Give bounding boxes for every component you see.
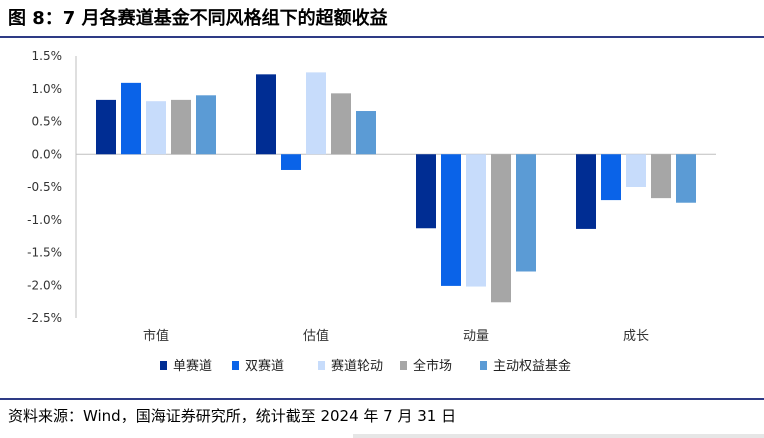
- bar: [171, 99, 191, 155]
- legend-swatch: [160, 361, 167, 370]
- bar: [256, 74, 276, 155]
- y-tick-label: 1.0%: [32, 82, 63, 96]
- legend-swatch: [480, 361, 487, 370]
- y-axis: 1.5% 1.0% 0.5% 0.0% -0.5% -1.0% -1.5% -2.0% -2.5…: [27, 49, 716, 325]
- x-category-label: 动量: [463, 329, 489, 344]
- source-note: 资料来源：Wind，国海证券研究所，统计截至 2024 年 7 月 31 日: [8, 407, 457, 425]
- y-tick-label: -2.0%: [27, 278, 62, 292]
- category-labels: 市值 估值 动量 成长: [143, 328, 649, 344]
- top-rule: [0, 36, 764, 38]
- legend: 单赛道 双赛道 赛道轮动 全市场 主动权益基金: [160, 358, 571, 374]
- bar: [281, 154, 301, 170]
- legend-swatch: [232, 361, 239, 370]
- y-tick-label: -2.5%: [27, 311, 62, 325]
- bar: [196, 95, 216, 155]
- bar: [356, 111, 376, 155]
- y-tick-label: -1.5%: [27, 246, 62, 260]
- legend-swatch: [400, 361, 407, 370]
- y-tick-label: -0.5%: [27, 180, 62, 194]
- bar: [626, 154, 646, 187]
- figure-title: 图 8：7 月各赛道基金不同风格组下的超额收益: [8, 8, 388, 29]
- x-category-label: 成长: [623, 329, 649, 344]
- bar: [121, 82, 141, 155]
- y-tick-label: 1.5%: [32, 49, 63, 63]
- x-category-label: 市值: [143, 328, 169, 344]
- bar: [441, 154, 461, 286]
- bars: [96, 72, 696, 303]
- bar: [331, 93, 351, 155]
- legend-label: 单赛道: [173, 358, 212, 374]
- bar: [491, 154, 511, 303]
- footer-shade: [353, 434, 764, 438]
- legend-label: 全市场: [413, 358, 452, 374]
- bar: [516, 154, 536, 272]
- bar: [576, 154, 596, 229]
- y-tick-label: 0.0%: [32, 147, 63, 161]
- bar: [306, 72, 326, 155]
- bar: [601, 154, 621, 201]
- y-tick-label: -1.0%: [27, 213, 62, 227]
- bar: [676, 154, 696, 203]
- y-tick-label: 0.5%: [32, 115, 63, 129]
- legend-label: 赛道轮动: [331, 358, 383, 374]
- legend-swatch: [318, 361, 325, 370]
- x-category-label: 估值: [303, 328, 329, 344]
- bar: [416, 154, 436, 229]
- bar-chart: 1.5% 1.0% 0.5% 0.0% -0.5% -1.0% -1.5% -2.0% -2.5…: [27, 49, 716, 374]
- bar: [466, 154, 486, 287]
- bar: [146, 101, 166, 155]
- bottom-rule: [0, 398, 764, 400]
- legend-label: 主动权益基金: [493, 358, 571, 374]
- bar: [651, 154, 671, 199]
- legend-label: 双赛道: [245, 358, 284, 374]
- bar: [96, 99, 116, 155]
